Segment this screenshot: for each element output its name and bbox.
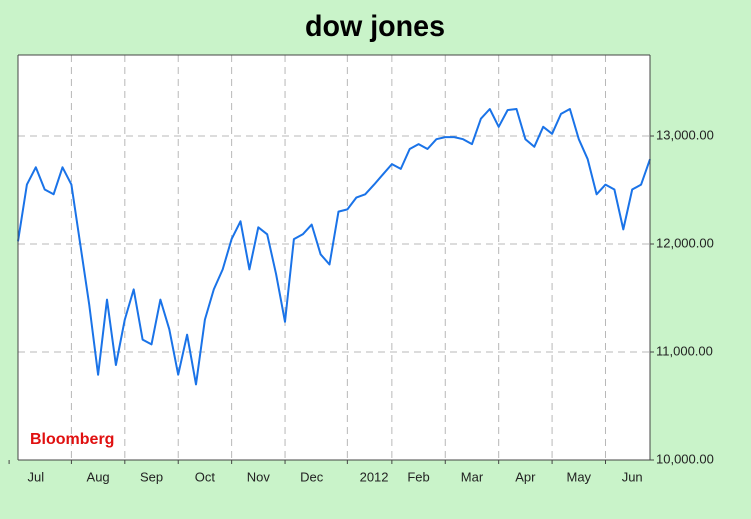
x-tick-label: Oct [195,469,216,484]
annotation: Bloomberg [30,431,114,448]
y-tick-label: 11,000.00 [656,343,713,358]
line-series [17,108,651,386]
x-tick-label: 2012 [360,469,389,484]
chart-title: dow jones [305,10,445,43]
x-tick-label: Nov [247,469,271,484]
x-tick-label: Dec [300,469,324,484]
x-tick-label: Mar [461,469,484,484]
x-tick-label: Aug [87,469,110,484]
y-tick-label: 13,000.00 [656,127,714,142]
x-tick-label: Jun [622,469,643,484]
y-tick-label: 10,000.00 [656,451,714,466]
x-tick-label: Sep [140,469,163,484]
x-tick-label: Feb [407,469,429,484]
x-tick-label: Jul [27,469,44,484]
x-tick-label: Apr [515,469,536,484]
y-tick-label: 12,000.00 [656,235,714,250]
plot-area [18,55,650,460]
x-tick-label: May [567,469,592,484]
